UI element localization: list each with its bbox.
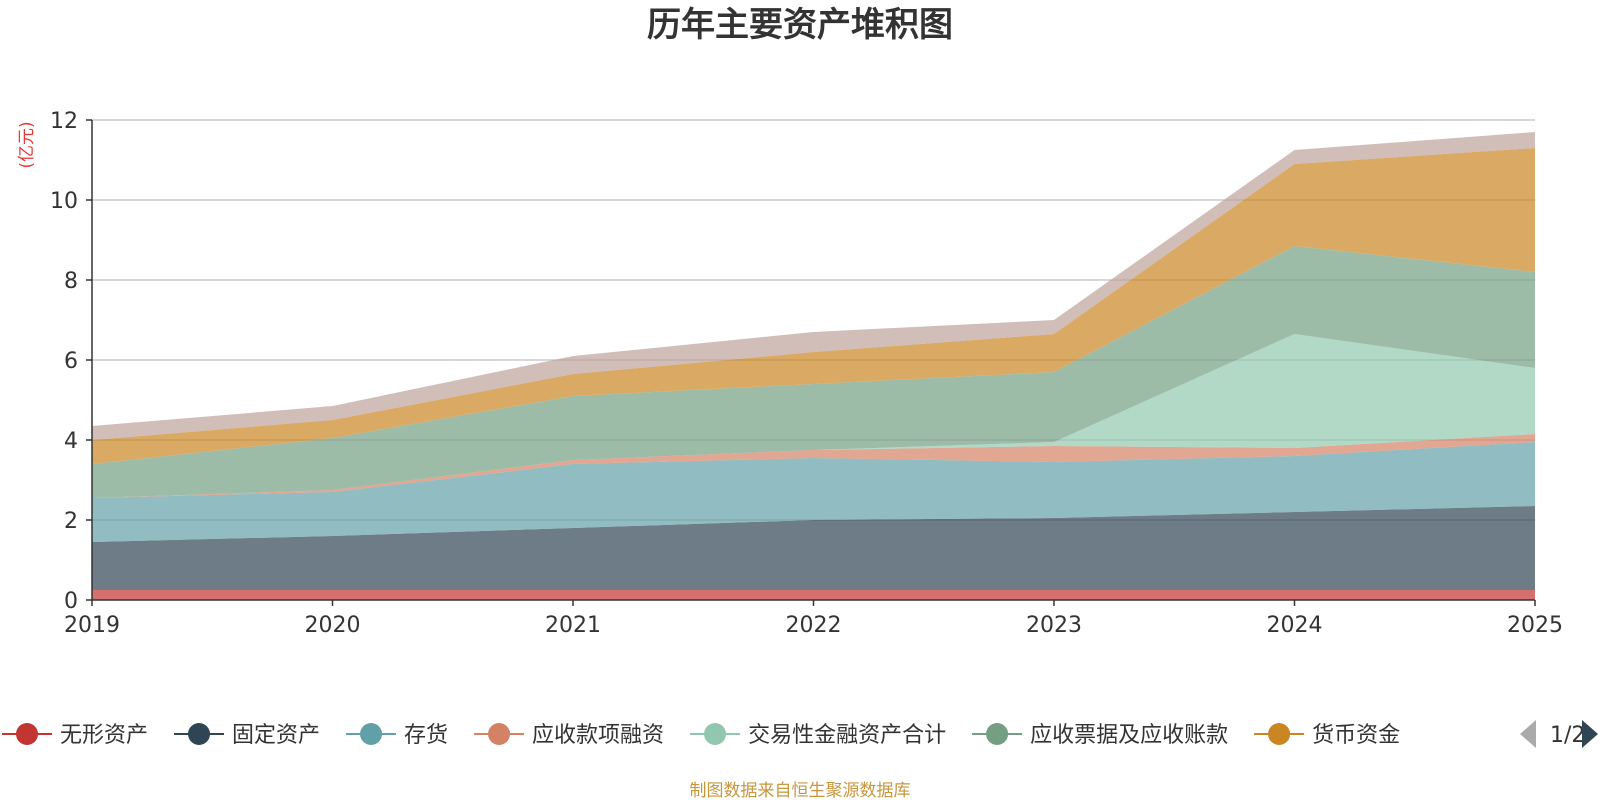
legend[interactable]: 无形资产 固定资产 存货 应收款项融资 交易性金融资产合计 应收票据及应收账款 货币资金 1/…: [2, 720, 1598, 748]
legend-label: 固定资产: [232, 723, 320, 748]
y-tick-label: 8: [64, 269, 78, 294]
legend-marker: [1268, 723, 1291, 745]
y-tick-label: 4: [64, 429, 78, 454]
area-固定资产[interactable]: [92, 506, 1535, 590]
legend-label: 货币资金: [1312, 723, 1400, 748]
legend-next-arrow-icon[interactable]: [1582, 720, 1598, 748]
y-tick-label: 6: [64, 349, 78, 374]
area-存货[interactable]: [92, 442, 1535, 542]
legend-marker: [986, 723, 1009, 745]
y-tick-label: 2: [64, 509, 78, 534]
y-tick-label: 12: [50, 109, 78, 134]
legend-item[interactable]: 交易性金融资产合计: [690, 723, 946, 748]
area-交易性金融资产合计[interactable]: [92, 334, 1535, 498]
y-tick-label: 10: [50, 189, 78, 214]
area-无形资产[interactable]: [92, 590, 1535, 600]
area-series: [92, 132, 1535, 600]
legend-item[interactable]: 应收票据及应收账款: [972, 723, 1228, 748]
legend-label: 应收款项融资: [532, 723, 664, 748]
legend-item[interactable]: 应收款项融资: [474, 723, 664, 748]
y-tick-label: 0: [64, 589, 78, 614]
legend-label: 无形资产: [60, 723, 148, 748]
legend-marker: [360, 723, 383, 745]
chart-title: 历年主要资产堆积图: [647, 5, 953, 45]
legend-item[interactable]: 固定资产: [174, 723, 320, 748]
legend-item[interactable]: 无形资产: [2, 723, 148, 748]
legend-item[interactable]: 货币资金: [1254, 723, 1400, 748]
x-tick-label: 2019: [64, 613, 120, 638]
legend-marker: [488, 723, 511, 745]
legend-prev-arrow-icon[interactable]: [1520, 720, 1536, 748]
y-axis-unit-label: (亿元): [17, 121, 37, 168]
legend-label: 存货: [404, 723, 448, 748]
legend-marker: [16, 723, 38, 745]
x-tick-label: 2021: [545, 613, 601, 638]
x-tick-label: 2022: [786, 613, 842, 638]
data-source-note: 制图数据来自恒生聚源数据库: [690, 781, 911, 800]
legend-pager: 1/2: [1520, 720, 1598, 748]
area-货币资金[interactable]: [92, 148, 1535, 464]
area-应收款项融资[interactable]: [92, 434, 1535, 498]
axes: 0 2 4 6 8 10 12 2019 2020 2021 2022 2023 2024 2025: [50, 109, 1563, 638]
x-tick-label: 2020: [305, 613, 361, 638]
legend-label: 交易性金融资产合计: [748, 723, 946, 748]
x-tick-label: 2025: [1507, 613, 1563, 638]
legend-marker: [188, 723, 211, 745]
legend-marker: [704, 723, 727, 745]
x-tick-label: 2024: [1267, 613, 1323, 638]
legend-page-indicator: 1/2: [1550, 723, 1585, 748]
legend-item[interactable]: 存货: [346, 723, 448, 748]
x-tick-label: 2023: [1026, 613, 1082, 638]
legend-label: 应收票据及应收账款: [1030, 723, 1228, 748]
